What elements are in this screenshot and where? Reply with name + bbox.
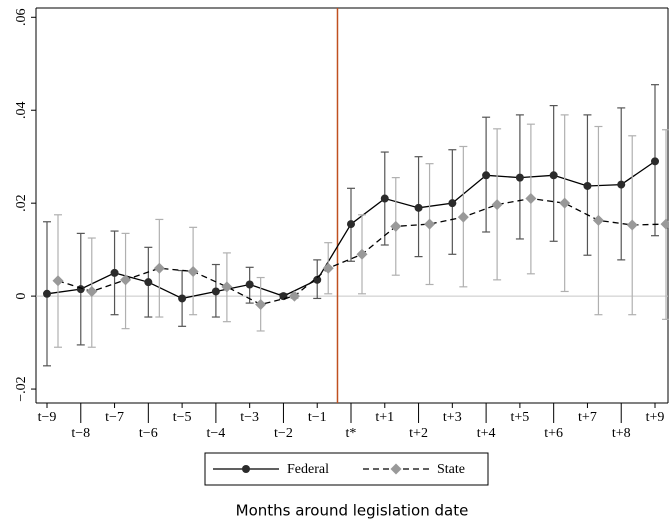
- legend-label: State: [437, 462, 465, 477]
- x-tick-label: t+4: [477, 426, 496, 441]
- marker: [43, 289, 51, 298]
- x-tick-label: t−8: [71, 426, 90, 441]
- y-tick-label: −.02: [14, 376, 29, 401]
- x-tick-label: t−7: [105, 410, 124, 425]
- marker: [76, 285, 85, 294]
- marker: [491, 199, 503, 211]
- marker: [255, 298, 267, 310]
- marker: [390, 220, 402, 232]
- marker: [221, 281, 233, 293]
- marker: [525, 193, 537, 205]
- x-tick-label: t−4: [206, 426, 225, 441]
- marker: [515, 173, 524, 182]
- marker: [583, 181, 592, 190]
- marker: [626, 219, 638, 231]
- marker: [549, 171, 558, 180]
- marker: [457, 211, 469, 223]
- marker: [110, 268, 119, 277]
- marker: [322, 262, 334, 274]
- x-tick-label: t*: [346, 426, 357, 441]
- x-tick-label: t−3: [240, 410, 259, 425]
- marker: [245, 280, 254, 289]
- marker: [187, 265, 199, 277]
- marker: [559, 197, 571, 209]
- legend-marker: [242, 465, 250, 473]
- marker: [424, 218, 436, 230]
- x-tick-label: t−6: [139, 426, 158, 441]
- marker: [592, 214, 604, 226]
- marker: [347, 220, 355, 229]
- x-tick-label: t−5: [173, 410, 192, 425]
- x-tick-label: t+5: [510, 410, 529, 425]
- x-tick-label: t−2: [274, 426, 293, 441]
- marker: [414, 203, 423, 212]
- y-tick-label: .02: [14, 194, 29, 212]
- legend-label: Federal: [287, 462, 329, 477]
- marker: [448, 199, 457, 208]
- x-tick-label: t+3: [443, 410, 462, 425]
- marker: [288, 290, 300, 302]
- marker: [380, 194, 389, 203]
- x-tick-label: t+8: [612, 426, 631, 441]
- marker: [356, 248, 368, 260]
- marker: [86, 285, 98, 297]
- marker: [660, 218, 669, 230]
- x-tick-label: t+6: [544, 426, 563, 441]
- x-tick-label: t+1: [375, 410, 394, 425]
- x-tick-label: t+2: [409, 426, 428, 441]
- y-tick-label: .04: [14, 101, 29, 119]
- marker: [120, 274, 132, 286]
- marker: [52, 275, 64, 287]
- x-tick-label: t−9: [38, 410, 57, 425]
- marker: [279, 292, 288, 301]
- marker: [482, 171, 491, 180]
- x-tick-label: t−1: [308, 410, 327, 425]
- y-tick-label: .06: [14, 9, 29, 27]
- marker: [153, 262, 165, 274]
- legend-marker: [390, 463, 402, 475]
- y-tick-label: 0: [14, 293, 29, 300]
- marker: [211, 287, 220, 296]
- x-tick-label: t+7: [578, 410, 597, 425]
- x-axis-title: Months around legislation date: [236, 502, 469, 520]
- marker: [313, 275, 322, 284]
- marker: [178, 294, 187, 303]
- marker: [617, 180, 626, 189]
- marker: [651, 157, 659, 166]
- x-tick-label: t+9: [646, 410, 665, 425]
- marker: [144, 278, 153, 287]
